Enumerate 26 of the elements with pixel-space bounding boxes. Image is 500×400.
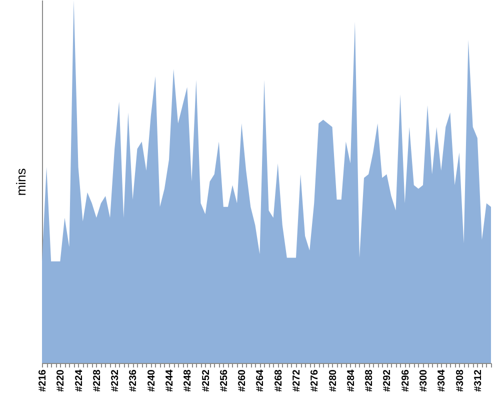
x-tick-label: #220 bbox=[56, 369, 67, 392]
x-tick-label: #224 bbox=[74, 369, 85, 392]
x-tick-label: #216 bbox=[38, 369, 48, 392]
x-tick-label: #248 bbox=[182, 369, 194, 392]
x-tick-label: #292 bbox=[382, 369, 394, 392]
x-tick-label: #304 bbox=[436, 369, 448, 392]
x-tick-label: #280 bbox=[328, 369, 339, 392]
x-tick-label: #236 bbox=[128, 369, 140, 392]
x-tick-label: #256 bbox=[218, 369, 230, 392]
x-tick-label: #308 bbox=[454, 369, 466, 392]
x-tick-label: #272 bbox=[291, 369, 302, 392]
x-tick-label: #244 bbox=[164, 369, 176, 392]
x-tick-label: #288 bbox=[364, 369, 376, 392]
x-tick-label: #300 bbox=[418, 369, 430, 392]
x-tick-label: #228 bbox=[92, 369, 103, 392]
x-tick-label: #252 bbox=[200, 369, 212, 392]
x-tick-label: #312 bbox=[472, 369, 484, 392]
x-tick-label: #268 bbox=[273, 369, 284, 392]
y-axis-title: mins bbox=[14, 168, 28, 196]
x-tick-label: #260 bbox=[237, 369, 248, 392]
x-tick-label: #264 bbox=[255, 369, 266, 392]
x-tick-label: #276 bbox=[310, 369, 321, 392]
x-tick-label: #284 bbox=[346, 369, 357, 392]
x-tick-label: #240 bbox=[146, 369, 158, 392]
x-tick-label: #232 bbox=[110, 369, 122, 392]
x-tick-label: #296 bbox=[400, 369, 412, 392]
